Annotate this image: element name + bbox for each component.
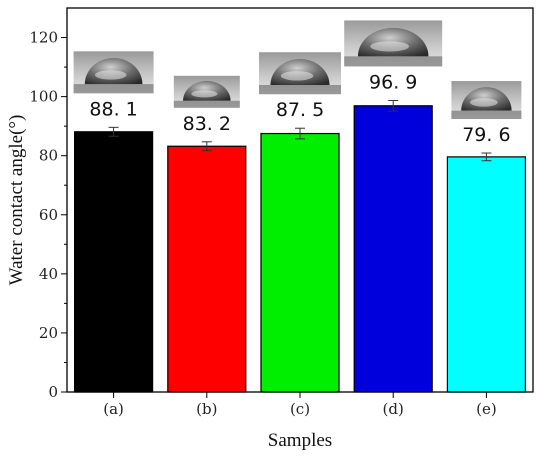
droplet-photo-1 [73, 51, 154, 94]
error-bar-1 [108, 126, 119, 137]
droplet-photo-2 [173, 75, 240, 108]
bar-2 [167, 145, 247, 393]
y-tick-label-100: 100 [29, 88, 58, 106]
x-tick-label-4: (d) [383, 400, 404, 418]
droplet-photos-layer [73, 20, 522, 120]
y-tick-label-80: 80 [39, 147, 58, 165]
x-tick-label-5: (e) [476, 400, 497, 418]
error-bar-5 [481, 152, 492, 162]
x-tick-label-2: (b) [196, 400, 217, 418]
y-tick-label-40: 40 [39, 265, 58, 283]
error-bar-3 [295, 127, 305, 140]
y-tick-label-20: 20 [39, 324, 58, 342]
bar-3 [260, 132, 340, 393]
y-axis: 0 20 40 60 80 100 120 [29, 29, 67, 401]
bar-1 [73, 131, 154, 393]
x-axis-title: Samples [268, 430, 332, 451]
value-label-4: 96. 9 [369, 71, 417, 93]
bar-4 [353, 105, 433, 393]
x-tick-label-1: (a) [103, 400, 124, 418]
value-label-5: 79. 6 [462, 124, 510, 146]
bar-5 [446, 156, 526, 393]
y-axis-title: Water contact angle(°) [6, 115, 27, 286]
value-label-2: 83. 2 [183, 113, 231, 135]
value-label-3: 87. 5 [276, 99, 324, 121]
y-tick-label-120: 120 [29, 29, 58, 47]
x-axis: (a) (b) (c) (d) (e) [103, 392, 497, 418]
droplet-photo-5 [451, 81, 522, 120]
bars-layer [73, 105, 526, 393]
y-tick-label-60: 60 [39, 206, 58, 224]
value-labels-layer: 88. 1 83. 2 87. 5 96. 9 79. 6 [89, 71, 510, 146]
droplet-photo-3 [259, 52, 341, 95]
value-label-1: 88. 1 [89, 98, 137, 120]
droplet-photo-4 [344, 20, 443, 67]
error-bar-4 [388, 99, 399, 112]
x-tick-label-3: (c) [290, 400, 310, 418]
y-tick-label-0: 0 [48, 383, 58, 401]
error-bars-layer [108, 99, 492, 162]
error-bar-2 [201, 141, 212, 152]
